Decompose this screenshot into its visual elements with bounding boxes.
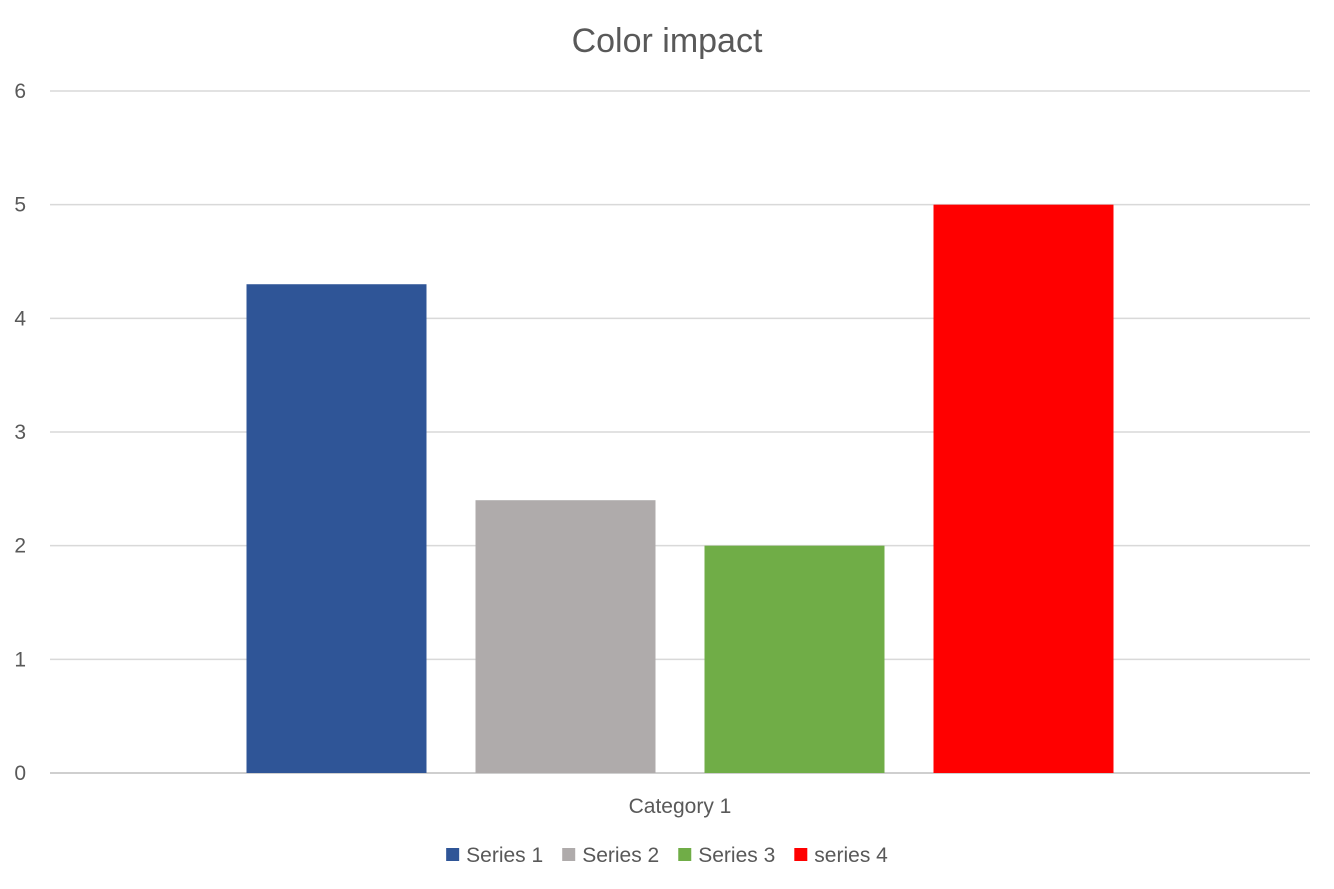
legend-label: Series 1 xyxy=(466,844,543,867)
legend-swatch xyxy=(678,848,692,861)
gridlines xyxy=(50,90,1310,774)
y-tick-label: 0 xyxy=(14,762,26,785)
legend-swatch xyxy=(446,848,460,861)
bar-series-2 xyxy=(475,500,656,773)
bar-series-3 xyxy=(704,545,885,773)
x-category-label: Category 1 xyxy=(629,795,732,818)
bar-series-1 xyxy=(246,284,427,773)
legend-label: Series 3 xyxy=(698,844,775,867)
chart-title: Color impact xyxy=(572,22,763,60)
y-axis-tick-labels: 0 1 2 3 4 5 6 xyxy=(14,80,26,785)
y-tick-label: 1 xyxy=(14,648,26,671)
legend-label: series 4 xyxy=(814,844,888,867)
y-tick-label: 6 xyxy=(14,80,26,103)
legend-swatch xyxy=(562,848,576,861)
legend-swatch xyxy=(794,848,808,861)
y-tick-label: 2 xyxy=(14,535,26,558)
legend-label: Series 2 xyxy=(582,844,659,867)
y-tick-label: 3 xyxy=(14,421,26,444)
bars xyxy=(246,204,1114,773)
x-axis-category-labels: Category 1 xyxy=(629,795,732,818)
y-tick-label: 5 xyxy=(14,194,26,217)
y-tick-label: 4 xyxy=(14,307,26,330)
legend: Series 1 Series 2 Series 3 series 4 xyxy=(446,844,888,867)
bar-series-4 xyxy=(933,204,1114,773)
